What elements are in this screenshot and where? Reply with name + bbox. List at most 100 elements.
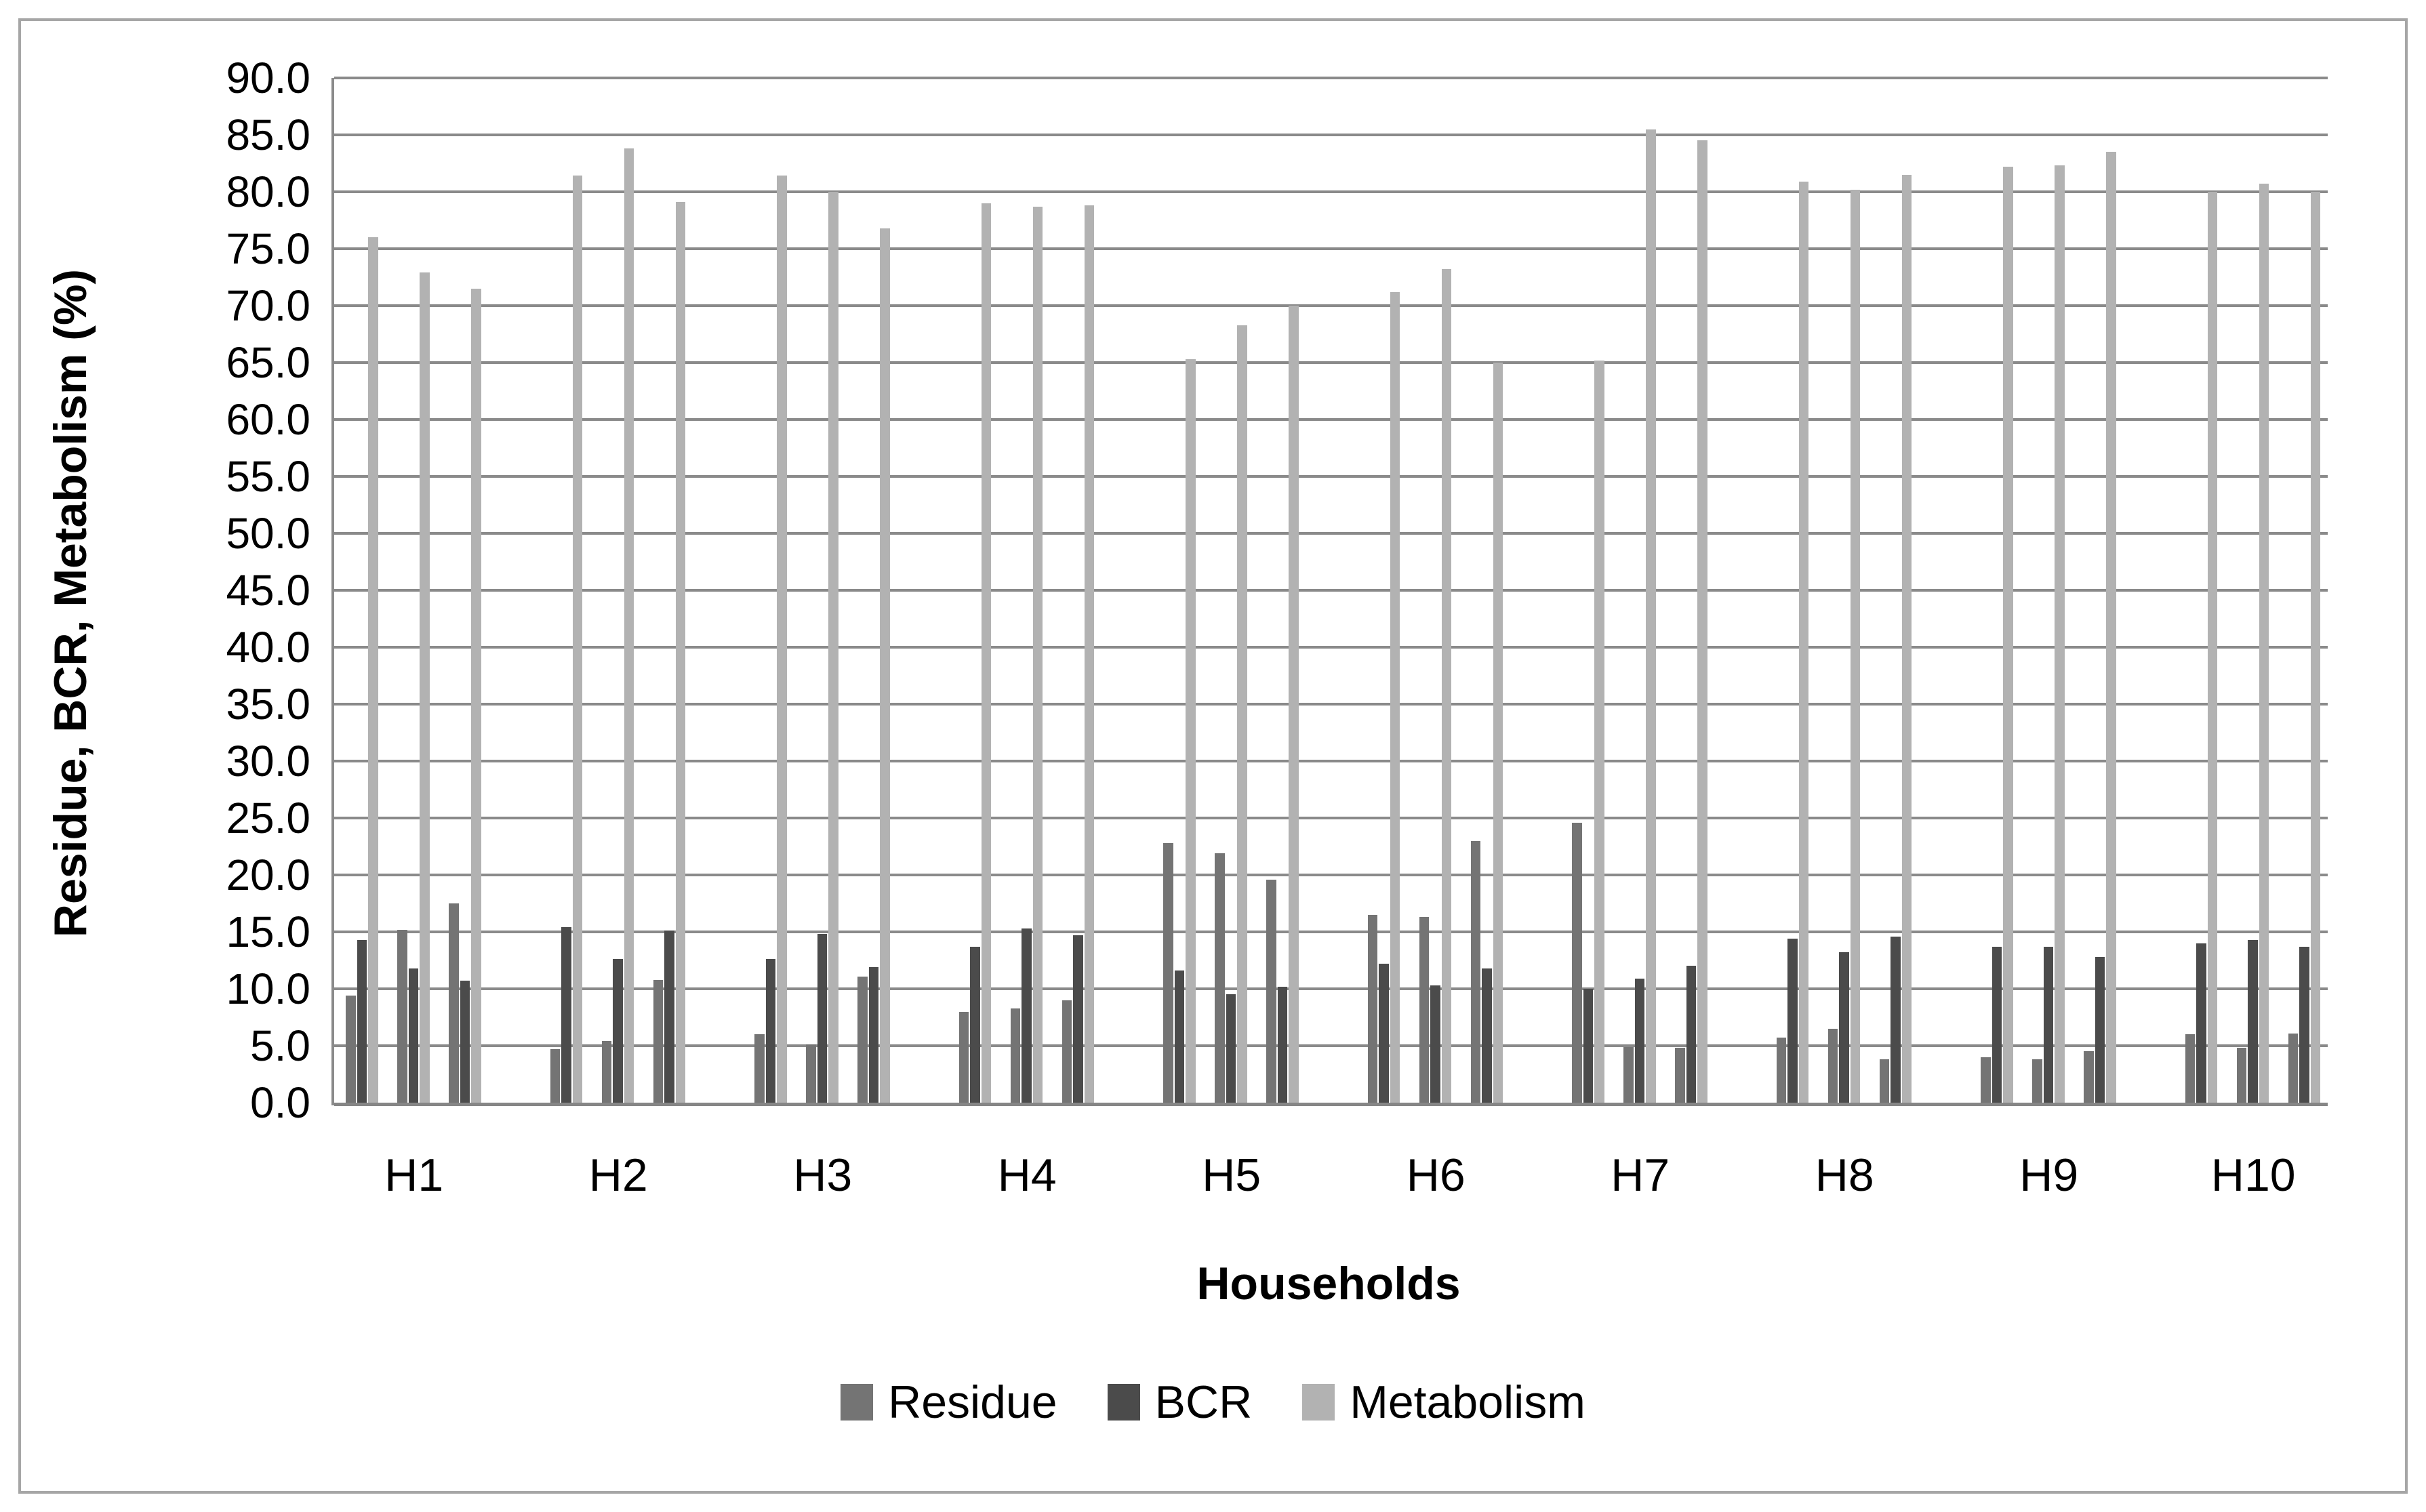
bar-bcr-h7-1 [1583,989,1593,1103]
bar-metabolism-h1-3 [471,288,481,1103]
bar-bcr-h5-2 [1226,994,1236,1103]
gridline-15 [334,931,2328,933]
plot-area [331,77,2328,1106]
bar-residue-h5-2 [1215,853,1225,1103]
bar-bcr-h10-2 [2248,939,2258,1103]
bar-bcr-h9-3 [2095,956,2105,1103]
x-tick-label-h10: H10 [2210,1149,2296,1201]
bar-residue-h10-3 [2288,1033,2298,1103]
bar-residue-h6-1 [1367,914,1377,1103]
bar-residue-h4-3 [1062,1000,1072,1103]
bar-metabolism-h4-3 [1084,205,1094,1103]
bar-bcr-h10-1 [2196,943,2206,1103]
y-tick-label-10: 10.0 [226,964,310,1013]
bar-residue-h1-2 [397,929,407,1103]
bar-bcr-h8-3 [1891,936,1901,1103]
bar-bcr-h5-1 [1174,970,1184,1103]
bar-residue-h8-1 [1776,1038,1786,1103]
gridline-50 [334,532,2328,535]
bar-metabolism-h4-2 [1032,206,1043,1103]
bar-metabolism-h7-1 [1594,360,1604,1103]
legend-item-metabolism: Metabolism [1302,1379,1585,1425]
y-tick-label-20: 20.0 [226,851,310,899]
legend-label-bcr: BCR [1154,1376,1253,1428]
bar-metabolism-h9-1 [2003,167,2013,1103]
legend: Residue BCR Metabolism [0,1379,2426,1425]
bar-metabolism-h3-3 [880,228,890,1103]
bar-bcr-h5-3 [1277,986,1287,1103]
gridline-65 [334,361,2328,364]
y-tick-label-35: 35.0 [226,680,310,729]
bar-metabolism-h8-2 [1850,189,1860,1103]
y-tick-label-25: 25.0 [226,794,310,842]
bar-residue-h7-2 [1623,1046,1634,1103]
bar-bcr-h4-3 [1073,935,1083,1103]
bar-bcr-h2-1 [561,927,571,1103]
gridline-70 [334,304,2328,307]
gridline-75 [334,247,2328,250]
bar-residue-h4-1 [958,1011,969,1103]
bar-metabolism-h6-2 [1441,269,1451,1103]
y-tick-label-55: 55.0 [226,452,310,501]
bar-residue-h3-3 [857,976,868,1103]
legend-swatch-metabolism [1302,1384,1335,1421]
gridline-10 [334,987,2328,990]
bar-metabolism-h2-3 [675,202,685,1103]
bar-residue-h4-2 [1010,1008,1020,1103]
y-tick-label-70: 70.0 [226,281,310,330]
gridline-5 [334,1044,2328,1047]
bar-bcr-h2-3 [664,931,674,1103]
bar-residue-h5-3 [1266,879,1276,1103]
bar-metabolism-h9-3 [2106,152,2116,1103]
bar-residue-h2-2 [601,1041,611,1103]
x-tick-label-h4: H4 [997,1149,1057,1201]
bar-metabolism-h10-3 [2310,192,2320,1103]
y-tick-label-75: 75.0 [226,224,310,273]
bar-metabolism-h2-1 [572,176,582,1103]
gridline-35 [334,703,2328,706]
bar-residue-h8-3 [1879,1059,1889,1103]
bar-metabolism-h6-3 [1493,363,1503,1103]
bar-residue-h5-1 [1163,842,1173,1103]
bar-metabolism-h3-1 [777,176,787,1103]
bar-metabolism-h8-3 [1901,174,1912,1103]
x-axis-title: Households [1196,1258,1461,1309]
bar-metabolism-h4-1 [981,203,991,1103]
bar-bcr-h1-3 [460,981,470,1103]
bar-metabolism-h6-1 [1390,291,1400,1103]
gridline-0 [334,1103,2328,1106]
bar-bcr-h3-1 [765,959,775,1103]
bar-bcr-h8-2 [1839,952,1849,1103]
x-tick-label-h9: H9 [2019,1149,2079,1201]
gridline-45 [334,589,2328,592]
bar-residue-h9-3 [2084,1051,2094,1103]
bar-metabolism-h5-1 [1186,359,1196,1103]
x-tick-label-h6: H6 [1406,1149,1465,1201]
y-tick-label-0: 0.0 [250,1078,310,1127]
y-tick-label-80: 80.0 [226,167,310,216]
bar-metabolism-h1-1 [368,237,378,1103]
bar-residue-h10-1 [2185,1034,2195,1103]
x-tick-label-h2: H2 [588,1149,648,1201]
legend-swatch-residue [841,1384,874,1421]
bar-bcr-h6-1 [1379,964,1389,1103]
y-tick-label-30: 30.0 [226,737,310,785]
bar-bcr-h8-1 [1787,939,1798,1103]
bar-bcr-h6-2 [1430,985,1440,1103]
legend-item-bcr: BCR [1107,1376,1253,1428]
x-tick-label-h7: H7 [1611,1149,1670,1201]
bar-bcr-h2-2 [613,959,623,1103]
bar-bcr-h1-1 [357,939,367,1103]
bar-metabolism-h9-2 [2055,165,2065,1103]
bar-bcr-h4-1 [970,946,980,1103]
y-tick-label-50: 50.0 [226,509,310,558]
chart-outer-border [18,18,2408,1494]
bar-bcr-h7-3 [1686,966,1696,1103]
y-tick-label-45: 45.0 [226,566,310,615]
bar-metabolism-h7-2 [1646,129,1656,1103]
bar-residue-h1-3 [449,903,459,1103]
y-tick-label-90: 90.0 [226,54,310,102]
gridline-90 [334,77,2328,79]
bar-residue-h6-2 [1419,917,1429,1103]
